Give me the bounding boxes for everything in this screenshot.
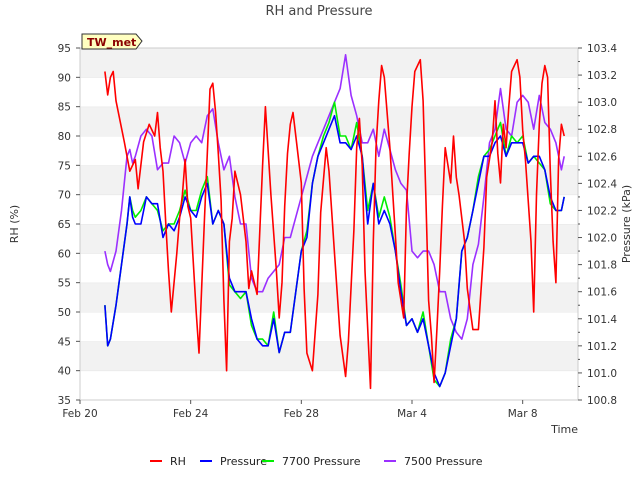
y-tick-label: 75 xyxy=(58,160,71,172)
y2-tick-label: 103.2 xyxy=(587,70,617,82)
grid-band xyxy=(80,136,578,166)
legend-label: 7500 Pressure xyxy=(404,455,483,468)
y-tick-label: 70 xyxy=(58,190,71,202)
grid-band xyxy=(80,341,578,371)
badge-label: TW_met xyxy=(87,36,136,49)
y2-tick-label: 101.2 xyxy=(587,341,617,353)
x-axis: Feb 20 Feb 24 Feb 28 Mar 4 Mar 8 xyxy=(62,400,538,420)
series-line-7700-pressure xyxy=(104,101,565,388)
y2-tick-label: 101.0 xyxy=(587,368,617,380)
y2-tick-label: 101.8 xyxy=(587,260,617,272)
grid-band xyxy=(80,370,578,400)
y-tick-label: 80 xyxy=(58,131,71,143)
y-tick-label: 95 xyxy=(58,43,71,55)
series-lines xyxy=(104,53,565,390)
series-line-rh xyxy=(104,58,565,390)
y2-tick-label: 101.6 xyxy=(587,287,617,299)
station-badge: TW_met xyxy=(81,33,143,50)
y2-tick-label: 102.0 xyxy=(587,233,617,245)
y-axis-right: 100.8 101.0 101.2 101.4 101.6 101.8 102.0 102.2… xyxy=(578,43,617,407)
badge-shape xyxy=(81,33,143,50)
grid-band xyxy=(80,48,578,78)
y2-tick-label: 103.4 xyxy=(587,43,617,55)
legend-label: Pressure xyxy=(220,455,267,468)
y-tick-label: 65 xyxy=(58,219,71,231)
y-tick-label: 50 xyxy=(58,307,71,319)
y-tick-label: 85 xyxy=(58,102,71,114)
y-tick-label: 90 xyxy=(58,72,71,84)
y2-tick-label: 102.6 xyxy=(587,151,617,163)
grid-band xyxy=(80,77,578,107)
chart-title: RH and Pressure xyxy=(265,4,372,19)
grid-band xyxy=(80,312,578,342)
legend: RH Pressure 7700 Pressure 7500 Pressure xyxy=(150,455,483,468)
y-axis-title: RH (%) xyxy=(8,205,21,243)
legend-label: 7700 Pressure xyxy=(282,455,361,468)
y2-tick-label: 102.8 xyxy=(587,124,617,136)
y2-tick-label: 100.8 xyxy=(587,395,617,407)
y-tick-label: 40 xyxy=(58,366,71,378)
grid-bands xyxy=(80,47,578,400)
x-tick-label: Mar 8 xyxy=(508,408,538,420)
series-line-pressure xyxy=(104,114,565,388)
series-line-7500-pressure xyxy=(104,53,565,340)
y-tick-label: 45 xyxy=(58,336,71,348)
grid-band xyxy=(80,282,578,312)
x-tick-label: Feb 24 xyxy=(173,408,209,420)
y2-tick-label: 102.2 xyxy=(587,205,617,217)
y-tick-label: 35 xyxy=(58,395,71,407)
y2-tick-label: 101.4 xyxy=(587,314,617,326)
y2-tick-label: 102.4 xyxy=(587,178,617,190)
x-axis-title: Time xyxy=(550,423,578,436)
grid-band xyxy=(80,253,578,283)
grid-band xyxy=(80,194,578,224)
y2-axis-title: Pressure (kPa) xyxy=(620,185,633,263)
x-tick-label: Feb 28 xyxy=(284,408,319,420)
y2-tick-label: 103.0 xyxy=(587,97,617,109)
y-axis-left: 35 40 45 50 55 60 65 70 75 80 85 90 95 xyxy=(58,43,80,407)
legend-label: RH xyxy=(170,455,186,468)
x-tick-label: Mar 4 xyxy=(397,408,427,420)
grid-band xyxy=(80,224,578,254)
x-tick-label: Feb 20 xyxy=(62,408,97,420)
y-tick-label: 55 xyxy=(58,278,71,290)
y-tick-label: 60 xyxy=(58,248,71,260)
